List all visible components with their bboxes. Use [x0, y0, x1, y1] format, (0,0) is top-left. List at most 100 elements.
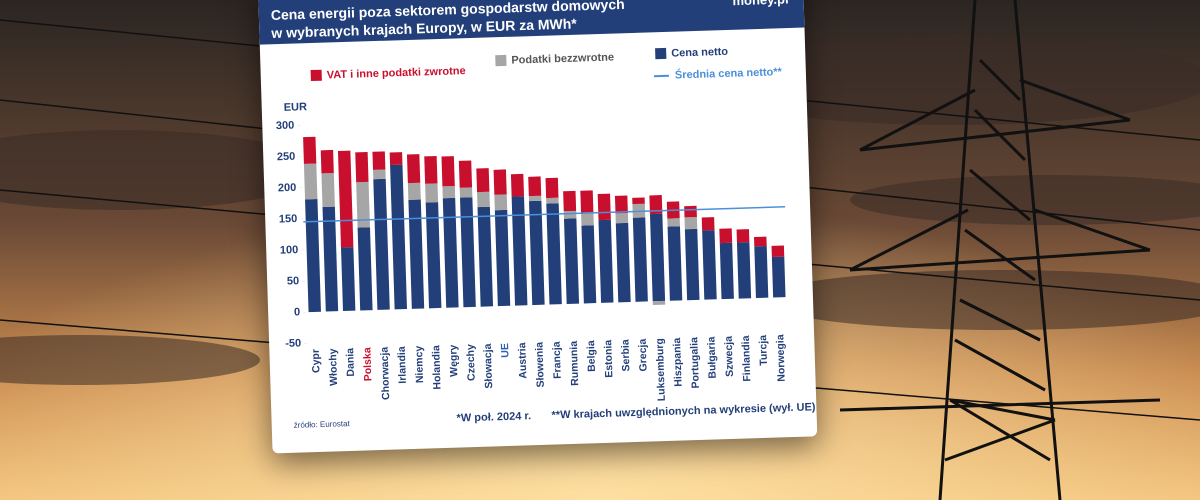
bar-segment — [477, 191, 490, 208]
bar-segment — [442, 197, 459, 308]
footnote: **W krajach uwzględnionych na wykresie (… — [551, 401, 816, 421]
bar-segment — [442, 185, 456, 199]
bar-segment — [563, 210, 577, 219]
x-tick-label: Estonia — [602, 340, 615, 378]
x-tick-label: Słowacja — [482, 343, 495, 388]
bar-segment — [373, 178, 390, 310]
y-tick-label: 200 — [278, 182, 297, 195]
legend-label: VAT i inne podatki zwrotne — [327, 65, 466, 81]
bar-segment — [389, 152, 403, 165]
x-tick-label: Belgia — [585, 340, 598, 372]
y-tick-label: 150 — [279, 213, 298, 226]
bar-segment — [702, 230, 717, 300]
bar-segment — [372, 151, 386, 170]
legend-swatch — [655, 47, 667, 60]
x-tick-label: Luksemburg — [654, 338, 668, 401]
bar-segment — [615, 212, 629, 224]
x-tick-label: UE — [499, 343, 511, 358]
brand: money.pl — [732, 0, 789, 8]
bar-segment — [546, 203, 562, 305]
bar-segment — [580, 190, 594, 213]
x-tick-label: Niemcy — [413, 345, 426, 383]
y-tick-label: 0 — [294, 306, 300, 318]
y-tick-label: 50 — [287, 275, 300, 287]
x-tick-label: Bułgaria — [705, 336, 718, 379]
bar-segment — [459, 197, 476, 308]
bar-segment — [390, 164, 407, 310]
header-band — [257, 0, 805, 45]
legend-label: Cena netto — [671, 46, 728, 60]
bar-segment — [632, 197, 645, 205]
y-tick-label: 300 — [276, 120, 295, 133]
bar-segment — [357, 227, 373, 311]
x-tick-label: Grecja — [637, 338, 650, 371]
y-tick-label: -50 — [285, 337, 301, 349]
x-tick-label: Cypr — [310, 349, 323, 373]
bar-segment — [322, 206, 339, 312]
y-tick-label: 100 — [280, 244, 299, 257]
x-tick-label: Turcja — [757, 335, 770, 366]
y-tick-label: 250 — [277, 151, 296, 164]
bar-segment — [771, 245, 785, 258]
chart: Cena energii poza sektorem gospodarstw d… — [257, 0, 816, 430]
bar-segment — [684, 217, 698, 230]
bar-segment — [719, 228, 733, 244]
bar-segment — [528, 195, 542, 202]
footnote: *W poł. 2024 r. — [456, 410, 531, 424]
x-tick-label: Chorwacja — [379, 347, 393, 401]
bar-segment — [754, 236, 767, 247]
bar-segment — [458, 160, 473, 188]
bar-segment — [736, 242, 752, 299]
mean-line — [303, 206, 786, 223]
chart-card: Cena energii poza sektorem gospodarstw d… — [257, 0, 818, 454]
bar-segment — [406, 154, 421, 184]
bar-segment — [373, 169, 386, 180]
x-tick-label: Szwecja — [723, 336, 736, 377]
bar-segment — [545, 177, 559, 199]
bar-segment — [771, 256, 786, 298]
bar-segment — [321, 172, 335, 207]
bar-segment — [614, 195, 628, 214]
x-tick-label: Finlandia — [740, 335, 753, 382]
x-tick-label: Austria — [516, 342, 529, 379]
bar-segment — [615, 222, 631, 303]
bar-segment — [684, 228, 700, 301]
bar-segment — [546, 197, 559, 204]
x-tick-label: Polska — [361, 347, 374, 381]
bar-segment — [320, 149, 334, 174]
bar-segment — [459, 187, 473, 198]
bar-segment — [754, 245, 769, 299]
x-tick-label: Irlandia — [396, 346, 409, 384]
bar-segment — [355, 151, 369, 183]
bar-segment — [736, 229, 750, 243]
bar-segment — [598, 219, 614, 303]
bar-segment — [563, 190, 577, 212]
x-tick-label: Węgry — [447, 344, 460, 377]
bar-segment — [528, 200, 545, 306]
bar-segment — [632, 217, 648, 302]
bar-segment — [441, 156, 455, 187]
x-tick-label: Holandia — [430, 345, 443, 390]
bar-segment — [597, 193, 611, 221]
bar-segment — [424, 156, 438, 184]
bar-segment — [581, 212, 594, 226]
source: źródło: Eurostat — [294, 419, 351, 430]
bar-segment — [303, 136, 317, 164]
bar-segment — [701, 217, 715, 231]
x-tick-label: Włochy — [327, 348, 340, 386]
bar-segment — [340, 247, 356, 312]
x-tick-label: Słowenia — [533, 342, 546, 388]
x-tick-label: Czechy — [465, 344, 478, 381]
bar-segment — [407, 182, 421, 200]
x-tick-label: Serbia — [619, 339, 632, 372]
bar-segment — [528, 176, 542, 197]
bar-segment — [581, 225, 597, 304]
bar-segment — [649, 213, 666, 302]
bar-segment — [494, 209, 511, 307]
y-axis-label: EUR — [284, 101, 308, 114]
legend-label: Podatki bezzwrotne — [511, 51, 614, 66]
legend-swatch — [495, 54, 507, 67]
bar-segment — [684, 205, 697, 218]
x-tick-label: Portugalia — [688, 337, 702, 389]
bar-segment — [477, 206, 494, 307]
